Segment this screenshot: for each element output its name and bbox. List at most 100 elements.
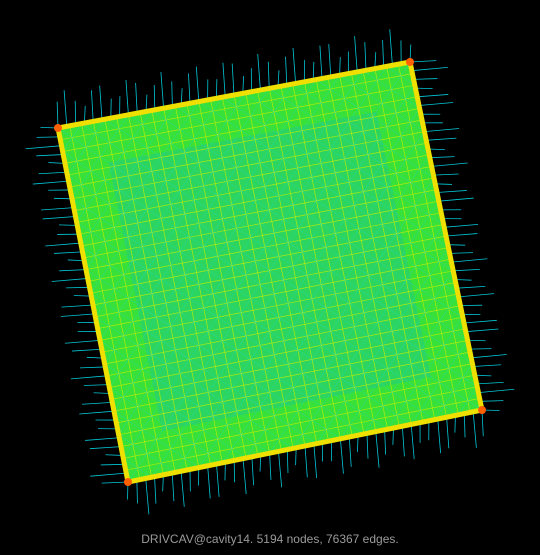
whisker-edge — [474, 374, 492, 377]
mesh-edge — [386, 159, 406, 188]
whisker-edge — [41, 207, 74, 211]
mesh-edge — [203, 218, 223, 247]
mesh-edge — [231, 237, 251, 266]
mesh-edge — [415, 177, 435, 206]
mesh-edge — [71, 170, 92, 199]
whisker-edge — [453, 268, 480, 272]
mesh-edge — [217, 410, 237, 440]
mesh-edge — [387, 279, 407, 309]
whisker-edge — [382, 39, 384, 67]
mesh-edge — [250, 331, 270, 360]
mesh-edge — [118, 283, 138, 313]
mesh-edge — [132, 110, 153, 139]
mesh-edge — [330, 363, 350, 393]
mesh-edge — [81, 217, 101, 247]
mesh-edge — [99, 189, 120, 219]
mesh-edge — [161, 129, 181, 158]
mesh-edge — [179, 223, 200, 252]
whisker-edge — [63, 90, 68, 127]
mesh-edge — [146, 425, 167, 454]
mesh-edge — [439, 293, 459, 323]
mesh-edge — [255, 111, 275, 140]
mesh-edge — [269, 424, 289, 454]
mesh-edge — [170, 298, 190, 327]
mesh-edge — [198, 195, 218, 224]
mesh-edge — [406, 372, 426, 402]
mesh-edge — [353, 117, 373, 146]
mesh-edge — [458, 386, 478, 415]
mesh-edge — [340, 289, 360, 318]
mesh-edge — [316, 415, 336, 444]
mesh-edge — [372, 210, 392, 239]
mesh-edge — [273, 205, 294, 234]
whisker-edge — [73, 295, 92, 297]
mesh-edge — [354, 359, 374, 388]
mesh-edge — [335, 387, 355, 416]
whisker-edge — [86, 356, 104, 359]
mesh-edge — [203, 97, 223, 126]
mesh-edge — [264, 401, 284, 430]
whisker-edge — [242, 458, 247, 495]
mesh-edge — [330, 121, 350, 150]
mesh-edge — [292, 177, 312, 206]
whisker-edge — [312, 61, 315, 81]
whisker-edge — [61, 304, 94, 308]
mesh-edge — [208, 363, 228, 393]
whisker-edge — [67, 259, 85, 262]
mesh-edge — [405, 252, 426, 281]
mesh-edge — [174, 443, 195, 473]
mesh-edge — [109, 236, 129, 266]
mesh-edge — [320, 195, 341, 225]
mesh-edge — [151, 326, 171, 355]
whisker-edge — [431, 162, 468, 167]
mesh-edge — [306, 247, 327, 276]
whisker-edge — [42, 216, 76, 220]
mesh-edge — [151, 448, 171, 478]
mesh-edge — [146, 180, 167, 210]
whisker-edge — [85, 437, 120, 441]
mesh-edge — [269, 303, 289, 332]
whisker-edge — [454, 279, 472, 281]
mesh-edge — [212, 387, 233, 416]
mesh-edge — [212, 143, 232, 173]
mesh-edge — [127, 453, 148, 483]
whisker-edge — [101, 481, 129, 484]
mesh-edge — [358, 140, 378, 169]
mesh-edge — [363, 163, 383, 192]
mesh-edge — [330, 242, 350, 271]
mesh-edge — [123, 185, 143, 214]
mesh-edge — [203, 340, 223, 369]
mesh-edge — [62, 123, 82, 152]
mesh-edge — [95, 166, 115, 195]
whisker-edge — [451, 258, 488, 263]
whisker-edge — [79, 410, 115, 415]
mesh-edge — [104, 335, 124, 365]
mesh-edge — [170, 176, 190, 205]
whisker-edge — [99, 85, 103, 120]
mesh-edge — [217, 288, 237, 318]
mesh-edge — [156, 349, 176, 379]
mesh-edge — [410, 154, 430, 183]
mesh-edge — [113, 382, 134, 412]
mesh-edge — [344, 191, 364, 220]
mesh-edge — [236, 139, 256, 168]
whisker-edge — [472, 411, 477, 448]
mesh-edge — [156, 227, 176, 257]
whisker-edge — [82, 401, 113, 405]
mesh-edge — [226, 335, 247, 365]
whisker-edge — [458, 293, 495, 298]
mesh-edge — [359, 382, 379, 411]
whisker-edge — [93, 392, 111, 394]
whisker-edge — [136, 480, 138, 504]
whisker-edge — [436, 190, 467, 193]
whisker-edge — [145, 478, 150, 515]
mesh-edge — [236, 382, 256, 412]
mesh-edge — [132, 354, 152, 384]
whisker-edge — [471, 354, 507, 359]
whisker-edge — [418, 102, 454, 106]
mesh-edge — [354, 238, 374, 267]
whisker-edge — [90, 472, 127, 477]
whisker-edge — [438, 197, 474, 202]
mesh-edge — [189, 148, 209, 177]
mesh-edge — [142, 157, 162, 186]
